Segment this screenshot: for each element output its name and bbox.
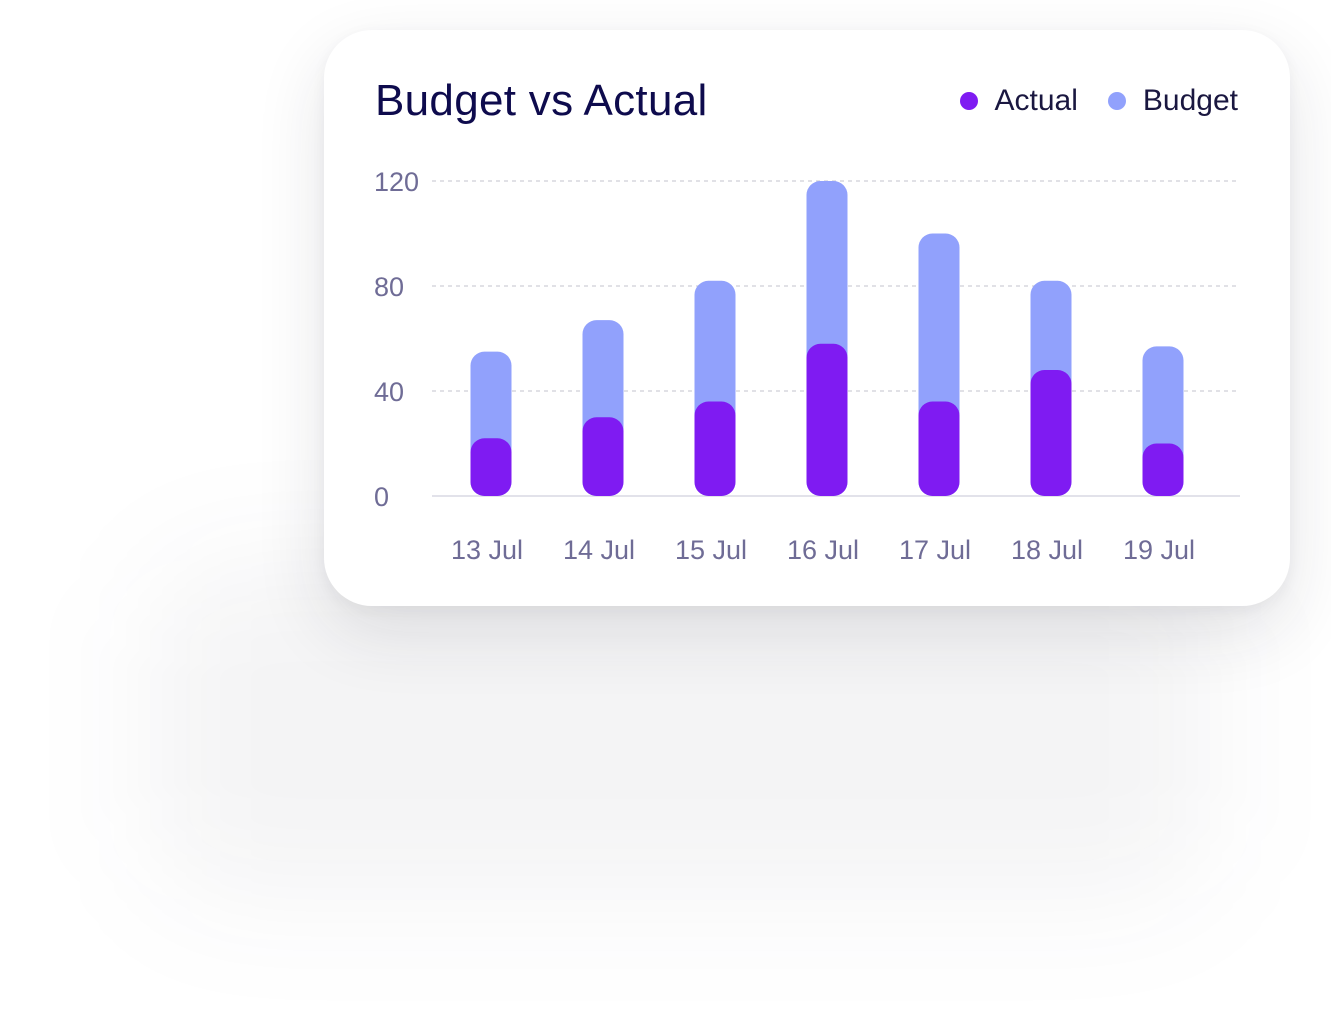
y-tick-label: 120 (374, 167, 419, 197)
legend-item-budget: Budget (1107, 82, 1238, 120)
y-tick-label: 0 (374, 482, 389, 512)
x-tick-label: 14 Jul (563, 535, 635, 565)
y-tick-label: 40 (374, 377, 404, 407)
x-tick-label: 19 Jul (1123, 535, 1195, 565)
legend-label-budget: Budget (1142, 84, 1238, 117)
legend-label-actual: Actual (994, 84, 1078, 117)
y-tick-label: 80 (374, 272, 404, 302)
chart-legend: Actual Budget (959, 82, 1238, 120)
bar-actual (470, 438, 512, 496)
budget-actual-chart: 0 40 80 120 13 Jul 14 Jul 15 Jul 16 Jul 17 Jul 18… (374, 167, 1240, 565)
bar-actual (694, 401, 736, 496)
chart-title: Budget vs Actual (375, 76, 708, 125)
chart-card: Budget vs Actual Actual Budget 0 40 80 120 1… (324, 30, 1290, 606)
x-tick-label: 17 Jul (899, 535, 971, 565)
background-shadow (150, 560, 1210, 900)
x-tick-label: 13 Jul (451, 535, 523, 565)
legend-item-actual: Actual (959, 82, 1078, 120)
bar-actual (918, 401, 960, 496)
bar-actual (806, 343, 848, 496)
legend-swatch-actual (959, 92, 978, 110)
bar-actual (1030, 370, 1072, 496)
x-tick-label: 15 Jul (675, 535, 747, 565)
legend-swatch-budget (1107, 92, 1126, 110)
x-tick-label: 16 Jul (787, 535, 859, 565)
bar-actual (1142, 443, 1184, 496)
bar-actual (582, 417, 624, 496)
x-tick-label: 18 Jul (1011, 535, 1083, 565)
